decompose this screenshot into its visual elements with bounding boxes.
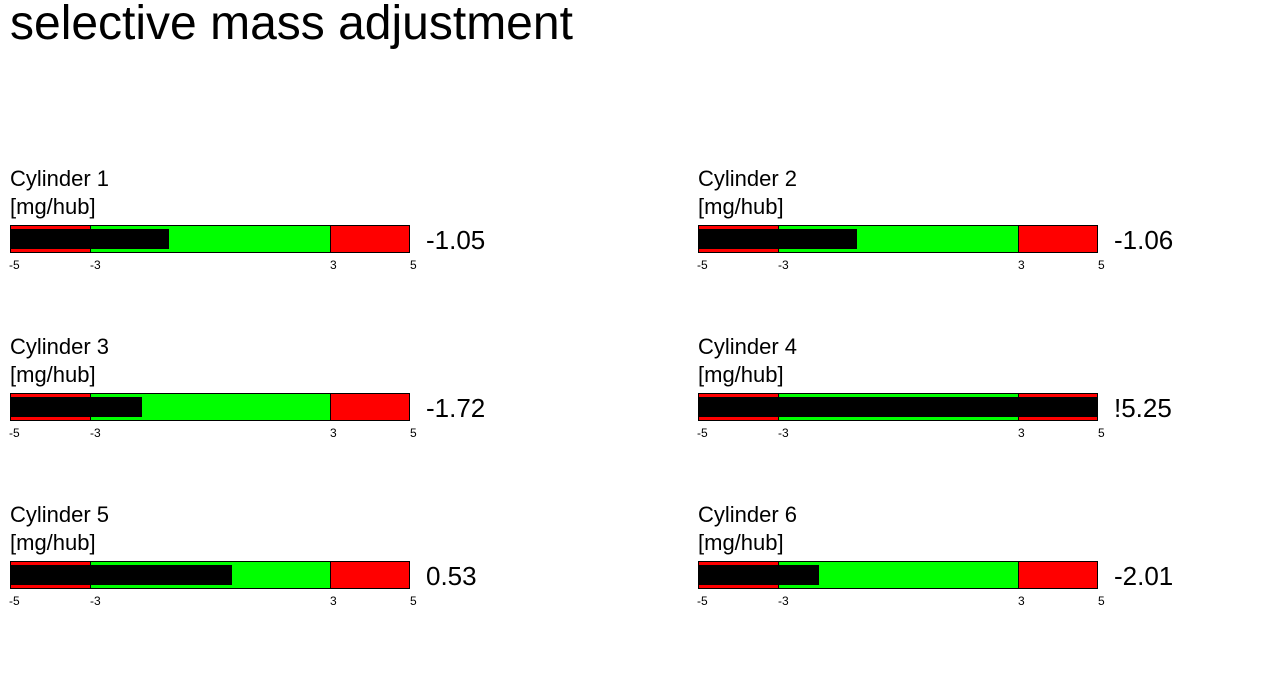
cylinder-gauge-3: Cylinder 3 [mg/hub] -1.72 -5 -3 3 5: [9, 334, 530, 454]
cylinder-value: -1.05: [426, 225, 486, 255]
cylinder-gauge-1: Cylinder 1 [mg/hub] -1.05 -5 -3 3 5: [9, 166, 530, 286]
scale-tick-label: 3: [330, 258, 337, 272]
cylinder-value: -1.06: [1114, 225, 1174, 255]
cylinder-unit: [mg/hub]: [698, 362, 784, 387]
scale-tick-label: 3: [1018, 426, 1025, 440]
gauge-bar: [10, 561, 410, 589]
cylinder-name: Cylinder 1: [10, 166, 110, 191]
scale-tick-label: -5: [697, 258, 708, 272]
scale-tick-label: -5: [697, 426, 708, 440]
zone-separator: [1018, 226, 1019, 252]
value-bar: [699, 229, 857, 249]
cylinder-name: Cylinder 2: [698, 166, 798, 191]
high-warning-zone: [1019, 562, 1097, 588]
scale-tick-label: -5: [697, 594, 708, 608]
cylinder-unit: [mg/hub]: [10, 530, 96, 555]
scale-tick-label: 5: [1098, 594, 1105, 608]
scale-tick-label: -3: [90, 258, 101, 272]
gauge-bar: [698, 561, 1098, 589]
zone-separator: [330, 562, 331, 588]
value-bar: [11, 397, 143, 417]
cylinder-name: Cylinder 4: [698, 334, 798, 359]
scale-tick-label: -3: [90, 594, 101, 608]
cylinder-value: !5.25: [1114, 393, 1172, 423]
scale-tick-label: 3: [1018, 594, 1025, 608]
zone-separator: [1018, 562, 1019, 588]
scale-tick-label: -3: [90, 426, 101, 440]
scale-tick-label: 3: [1018, 258, 1025, 272]
scale-tick-label: 5: [1098, 258, 1105, 272]
cylinder-unit: [mg/hub]: [698, 530, 784, 555]
high-warning-zone: [331, 226, 409, 252]
zone-separator: [330, 394, 331, 420]
value-bar: [699, 397, 1097, 417]
cylinder-gauge-4: Cylinder 4 [mg/hub] !5.25 -5 -3 3 5: [697, 334, 1218, 454]
value-bar: [11, 229, 169, 249]
scale-tick-label: 5: [410, 426, 417, 440]
scale-tick-label: -5: [9, 426, 20, 440]
cylinder-name: Cylinder 6: [698, 502, 798, 527]
gauge-bar: [10, 393, 410, 421]
zone-separator: [330, 226, 331, 252]
scale-tick-label: -5: [9, 594, 20, 608]
scale-tick-label: 3: [330, 594, 337, 608]
page-title: selective mass adjustment: [10, 0, 573, 50]
cylinder-unit: [mg/hub]: [10, 194, 96, 219]
cylinder-gauge-5: Cylinder 5 [mg/hub] 0.53 -5 -3 3 5: [9, 502, 530, 622]
cylinder-value: -1.72: [426, 393, 486, 423]
scale-tick-label: 5: [410, 258, 417, 272]
high-warning-zone: [331, 562, 409, 588]
cylinder-name: Cylinder 3: [10, 334, 110, 359]
high-warning-zone: [331, 394, 409, 420]
cylinder-gauge-2: Cylinder 2 [mg/hub] -1.06 -5 -3 3 5: [697, 166, 1218, 286]
gauge-bar: [698, 393, 1098, 421]
scale-tick-label: 3: [330, 426, 337, 440]
value-bar: [11, 565, 233, 585]
cylinder-value: -2.01: [1114, 561, 1174, 591]
scale-tick-label: -3: [778, 426, 789, 440]
scale-tick-label: 5: [410, 594, 417, 608]
gauge-bar: [698, 225, 1098, 253]
cylinder-name: Cylinder 5: [10, 502, 110, 527]
scale-tick-label: -3: [778, 258, 789, 272]
cylinder-unit: [mg/hub]: [698, 194, 784, 219]
ok-zone: [779, 562, 1019, 588]
high-warning-zone: [1019, 226, 1097, 252]
scale-tick-label: -3: [778, 594, 789, 608]
cylinder-unit: [mg/hub]: [10, 362, 96, 387]
scale-tick-label: 5: [1098, 426, 1105, 440]
cylinder-value: 0.53: [426, 561, 477, 591]
gauge-bar: [10, 225, 410, 253]
scale-tick-label: -5: [9, 258, 20, 272]
value-bar: [699, 565, 819, 585]
cylinder-gauge-6: Cylinder 6 [mg/hub] -2.01 -5 -3 3 5: [697, 502, 1218, 622]
